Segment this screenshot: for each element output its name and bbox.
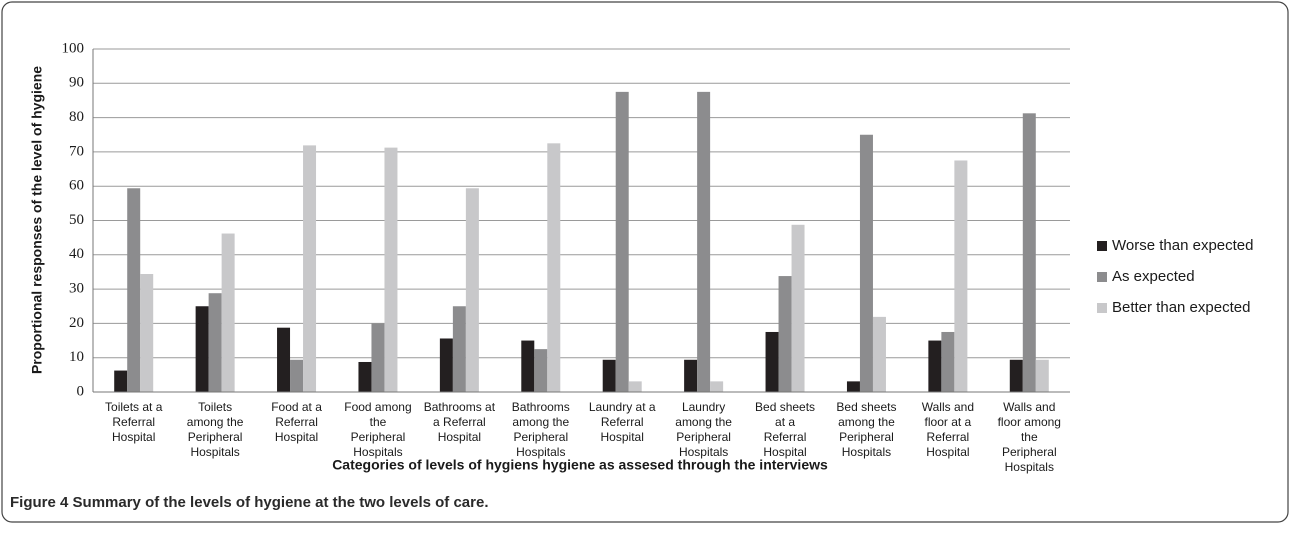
y-tick-label: 100 [62,40,85,56]
x-tick-label: Bathrooms at a Referral Hospital [424,400,496,444]
bar [602,359,616,392]
bar [371,323,385,392]
x-tick-label: Toilets at a Referral Hospital [105,400,163,444]
bar [846,381,860,392]
bar [277,327,291,392]
bar [195,306,209,392]
legend-label: Better than expected [1112,299,1250,316]
x-axis-title: Categories of levels of hygiens hygiene … [332,457,828,473]
x-tick-label: Food at a Referral Hospital [271,400,322,444]
y-tick-label: 50 [69,212,84,228]
y-tick-label: 70 [69,143,84,159]
x-tick-label: Laundry at a Referral Hospital [589,400,656,444]
bar [765,331,779,392]
bar [684,359,698,392]
y-tick-label: 0 [77,383,85,399]
y-tick-label: 20 [69,315,84,331]
bar [954,160,968,392]
bar [1022,113,1036,392]
x-tick-label: Bed sheets among the Peripheral Hospitals [836,400,896,459]
bar [872,316,886,392]
bar [534,349,548,392]
x-tick-label: Bed sheets at a Referral Hospital [755,400,815,459]
caption-text: Summary of the levels of hygiene at the … [73,494,489,511]
bar [697,91,711,392]
bar [1035,359,1049,392]
frame [1,1,1289,523]
bar [208,293,222,392]
x-tick-label: Bathrooms among the Peripheral Hospitals [512,400,570,459]
bar [221,233,235,392]
y-axis-title: Proportional responses of the level of h… [29,66,45,374]
bar [710,381,724,392]
bar [439,338,453,392]
bar [290,359,304,392]
legend-label: Worse than expected [1112,237,1253,254]
y-tick-label: 80 [69,109,84,125]
legend-swatch [1097,272,1107,282]
bar [859,134,873,392]
bar [127,188,141,392]
bar [140,274,154,392]
legend-swatch [1097,303,1107,313]
y-tick-label: 10 [69,349,84,365]
bar [114,370,128,392]
bar [384,147,398,392]
x-tick-label: Walls and floor at a Referral Hospital [922,400,974,459]
x-tick-label: Food among the Peripheral Hospitals [344,400,411,459]
bar [358,361,372,392]
legend-label: As expected [1112,268,1195,285]
bar [791,224,805,392]
y-tick-label: 90 [69,75,84,91]
x-tick-label: Toilets among the Peripheral Hospitals [187,400,244,459]
bar [1009,359,1023,392]
x-tick-label: Laundry among the Peripheral Hospitals [675,400,732,459]
bar [452,306,466,392]
legend-swatch [1097,241,1107,251]
bar [628,381,642,392]
caption-label: Figure 4 [10,494,69,511]
bar [778,276,792,392]
y-tick-label: 60 [69,178,84,194]
x-tick-label: Walls and floor among the Peripheral Hospita… [998,400,1061,474]
bar [928,340,942,392]
bar [941,331,955,392]
bar [547,143,561,392]
y-tick-label: 40 [69,246,84,262]
bar [521,340,535,392]
y-tick-label: 30 [69,281,84,297]
bar [465,188,479,392]
caption: Figure 4 Summary of the levels of hygien… [10,494,489,511]
bar [615,91,629,392]
bar [303,145,317,392]
